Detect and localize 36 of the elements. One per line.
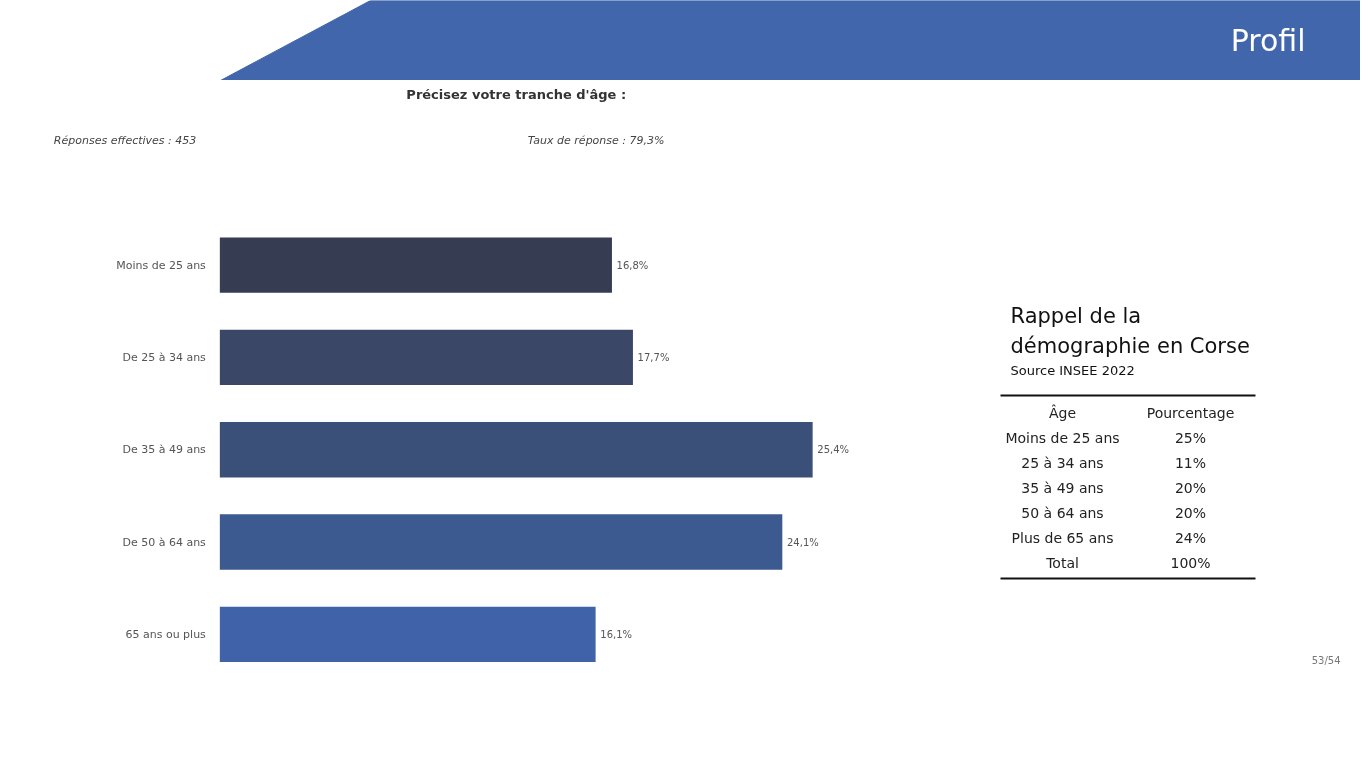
text: Profil	[1230, 23, 1306, 58]
text: 25 à 34 ans	[1021, 454, 1104, 471]
text: Pourcentage	[1146, 404, 1235, 421]
bar	[219, 329, 633, 386]
text: Moins de 25 ans	[1005, 429, 1120, 446]
bar	[219, 422, 813, 478]
y-tick-label: 65 ans ou plus	[125, 627, 207, 641]
chart-title: Précisez votre tranche d'âge :	[406, 86, 627, 102]
text: 50 à 64 ans	[1021, 504, 1104, 521]
data-label: 25,4%	[817, 444, 850, 456]
y-tick-label: De 35 à 49 ans	[122, 443, 207, 457]
bar	[219, 606, 596, 663]
bar	[219, 237, 612, 293]
bar	[219, 514, 783, 570]
text: 100%	[1170, 554, 1211, 571]
text: 25%	[1174, 429, 1207, 446]
text: Âge	[1048, 403, 1077, 421]
text: Total	[1045, 554, 1079, 571]
text: 53/54	[1311, 655, 1341, 666]
data-label: 16,1%	[600, 628, 633, 640]
text: Réponses effectives : 453	[53, 134, 197, 147]
text: 35 à 49 ans	[1021, 479, 1104, 496]
text: Taux de réponse : 79,3%	[527, 134, 665, 147]
text: 20%	[1174, 504, 1207, 521]
text: 20%	[1174, 479, 1207, 496]
data-label: 17,7%	[637, 351, 670, 363]
y-tick-label: De 50 à 64 ans	[122, 535, 207, 549]
y-tick-label: De 25 à 34 ans	[122, 350, 207, 364]
data-label: 24,1%	[786, 536, 819, 548]
text: 24%	[1174, 529, 1207, 546]
data-label: 16,8%	[616, 259, 649, 271]
y-tick-label: Moins de 25 ans	[116, 258, 207, 272]
text: Plus de 65 ans	[1011, 529, 1114, 546]
text: Source INSEE 2022	[1010, 363, 1135, 378]
text: Rappel de la démographie en Corse	[1010, 303, 1250, 358]
text: 11%	[1174, 454, 1207, 471]
